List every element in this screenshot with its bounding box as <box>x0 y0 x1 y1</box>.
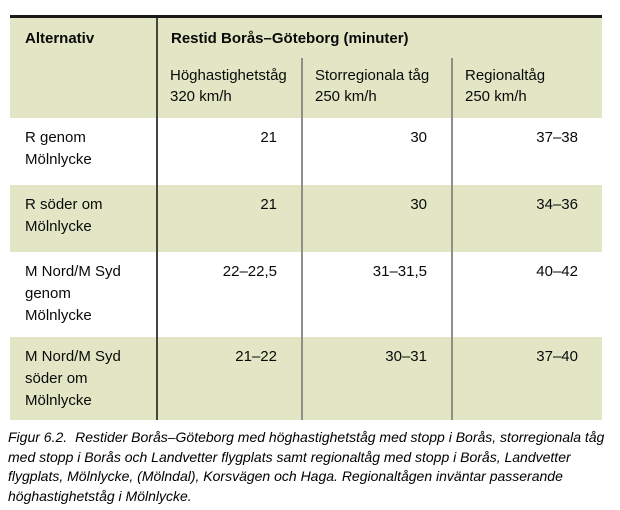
group-header-title: Restid Borås–Göteborg (minuter) <box>171 30 409 47</box>
value-cell: 30 <box>303 118 453 185</box>
table-row: M Nord/M Syd genom Mölnlycke 22–22,5 31–… <box>10 252 602 337</box>
value-cell: 40–42 <box>536 263 578 280</box>
column-header-storregionala: Storregionala tåg 250 km/h <box>303 58 453 118</box>
value-cell: 21 <box>158 185 303 252</box>
table-row: R genom Mölnlycke 21 30 37–38 <box>10 118 602 185</box>
row-label-cell: R genom Mölnlycke <box>10 118 158 185</box>
value-cell: 37–40 <box>536 348 578 365</box>
figure-table: Alternativ Restid Borås–Göteborg (minute… <box>10 15 602 420</box>
value-cell: 30–31 <box>303 337 453 420</box>
table-row: M Nord/M Syd söder om Mölnlycke 21–22 30… <box>10 337 602 420</box>
row-label-cell: M Nord/M Syd genom Mölnlycke <box>10 252 158 337</box>
column-header-hoghastighetstag: Höghastighetståg 320 km/h <box>158 58 303 118</box>
table-row: R söder om Mölnlycke 21 30 34–36 <box>10 185 602 252</box>
value-cell: 30 <box>303 185 453 252</box>
value-cell: 21 <box>158 118 303 185</box>
table-header: Alternativ Restid Borås–Göteborg (minute… <box>10 18 602 118</box>
caption-label: Figur 6.2. <box>8 429 68 445</box>
corner-header-cell: Alternativ <box>10 18 158 118</box>
value-cell: 34–36 <box>536 196 578 213</box>
caption-text: Restider Borås–Göteborg med höghastighet… <box>8 429 605 504</box>
column-header-row: Höghastighetståg 320 km/h Storregionala … <box>158 58 602 118</box>
value-cell: 21–22 <box>158 337 303 420</box>
group-header-cell: Restid Borås–Göteborg (minuter) Höghasti… <box>158 18 602 118</box>
figure-caption: Figur 6.2. Restider Borås–Göteborg med hö… <box>8 428 614 506</box>
value-cell: 22–22,5 <box>158 252 303 337</box>
row-label-cell: R söder om Mölnlycke <box>10 185 158 252</box>
value-cell: 31–31,5 <box>303 252 453 337</box>
row-label-cell: M Nord/M Syd söder om Mölnlycke <box>10 337 158 420</box>
value-cell: 37–38 <box>536 129 578 146</box>
column-header-regionaltag: Regionaltåg 250 km/h <box>465 67 546 105</box>
